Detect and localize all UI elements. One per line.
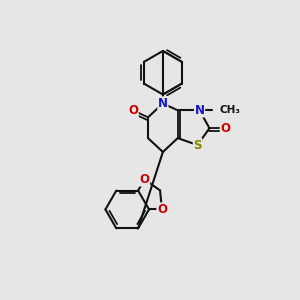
Text: S: S [193,139,202,152]
Text: N: N [194,104,205,117]
Text: N: N [158,97,168,110]
Text: O: O [157,203,167,216]
Text: O: O [220,122,230,135]
Text: O: O [140,173,150,186]
Text: O: O [128,104,138,117]
Text: CH₃: CH₃ [219,105,240,116]
